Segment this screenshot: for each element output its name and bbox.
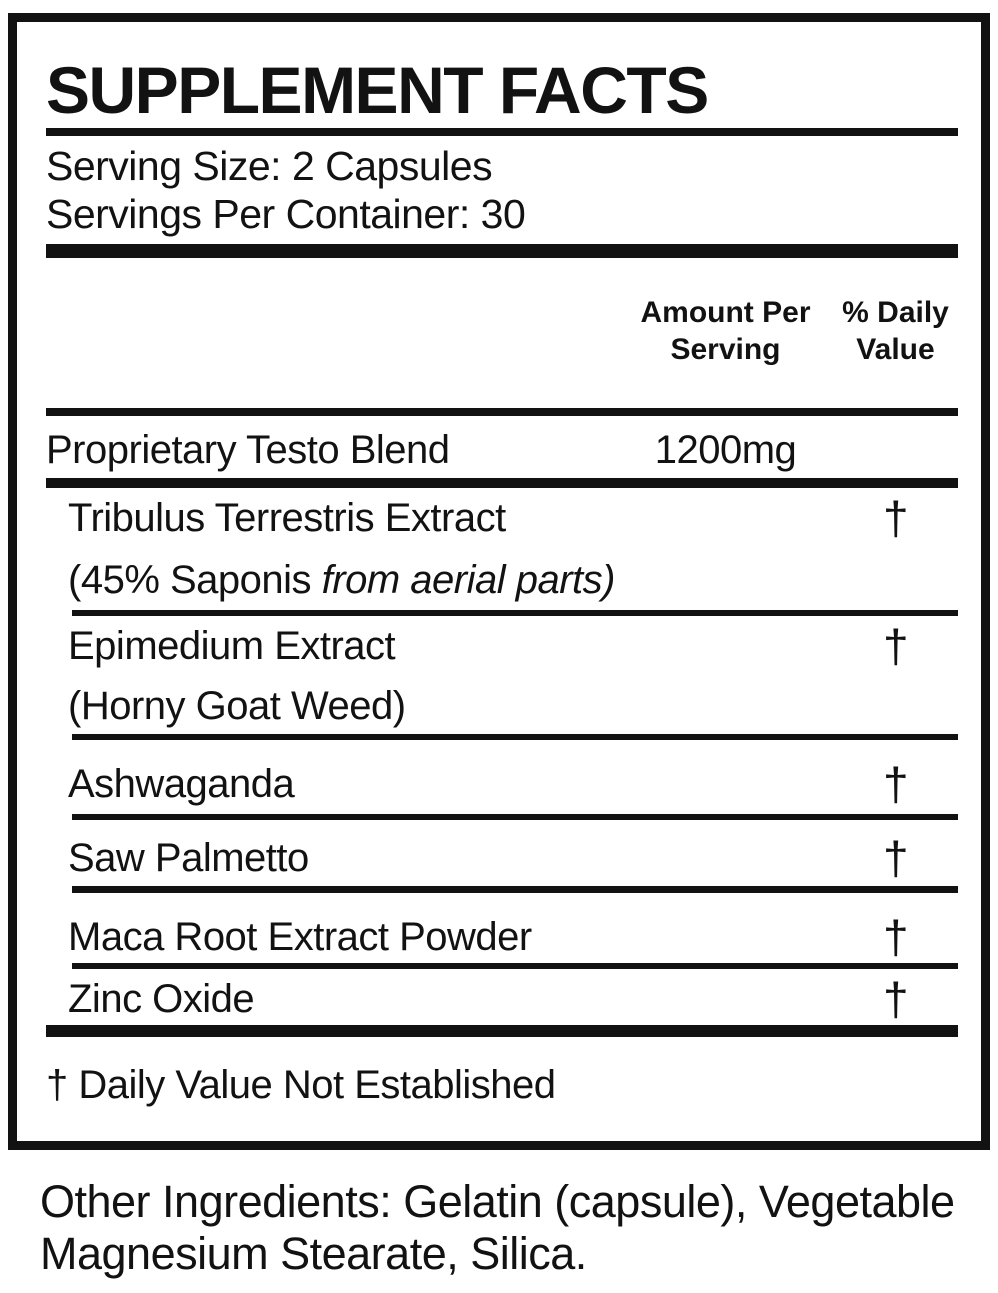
ingredient-row-tribulus: Tribulus Terrestris Extract (45% Saponis… (46, 488, 958, 610)
column-header-daily-value: % Daily Value (842, 296, 949, 366)
sub-divider (72, 963, 958, 969)
sub-divider (72, 886, 958, 893)
other-ingredients-line1: Other Ingredients: Gelatin (capsule), Ve… (40, 1176, 955, 1227)
blend-row: Proprietary Testo Blend 1200mg (46, 416, 958, 478)
ingredient-name: Tribulus Terrestris Extract (45% Saponis… (46, 496, 618, 602)
panel-title: SUPPLEMENT FACTS (46, 53, 709, 127)
daily-value-dagger: † (882, 620, 909, 672)
divider-above-blend (46, 408, 958, 416)
blend-amount: 1200mg (654, 428, 797, 472)
ingredient-detail-italic: from aerial parts) (321, 558, 616, 602)
sub-divider (72, 734, 958, 740)
ingredient-name-text: Tribulus Terrestris Extract (68, 496, 506, 540)
daily-value-dagger: † (882, 832, 909, 884)
ingredient-name: Epimedium Extract (Horny Goat Weed) (46, 624, 618, 728)
ingredient-detail: (45% Saponis from aerial parts) (68, 558, 616, 602)
ingredient-detail: (Horny Goat Weed) (68, 684, 406, 728)
sub-divider (72, 814, 958, 820)
ingredient-row-maca-root: Maca Root Extract Powder † (46, 893, 958, 963)
ingredient-row-zinc-oxide: Zinc Oxide † (46, 969, 958, 1025)
ingredient-row-epimedium: Epimedium Extract (Horny Goat Weed) † (46, 616, 958, 734)
divider-under-blend (46, 478, 958, 488)
ingredient-name-text: Epimedium Extract (68, 624, 396, 668)
column-header-amount: Amount Per Serving (640, 296, 811, 366)
serving-size-text: Serving Size: 2 Capsules (46, 143, 493, 189)
sub-divider (72, 610, 958, 616)
ingredient-name: Maca Root Extract Powder (68, 915, 532, 959)
divider-under-title (46, 128, 958, 136)
other-ingredients-line2: Magnesium Stearate, Silica. (40, 1228, 587, 1279)
ingredient-name: Saw Palmetto (68, 836, 309, 880)
daily-value-dagger: † (882, 911, 909, 963)
divider-under-serving (46, 244, 958, 258)
divider-above-footnote (46, 1025, 958, 1037)
supplement-facts-panel: SUPPLEMENT FACTS Serving Size: 2 Capsule… (8, 13, 990, 1150)
ingredient-name: Ashwaganda (68, 762, 295, 806)
ingredient-name: Zinc Oxide (68, 977, 255, 1021)
blend-name: Proprietary Testo Blend (46, 428, 450, 472)
daily-value-dagger: † (882, 492, 909, 544)
ingredient-row-ashwaganda: Ashwaganda † (46, 740, 958, 814)
daily-value-dagger: † (882, 758, 909, 810)
ingredient-row-saw-palmetto: Saw Palmetto † (46, 820, 958, 886)
servings-per-container-text: Servings Per Container: 30 (46, 191, 526, 237)
other-ingredients: Other Ingredients: Gelatin (capsule), Ve… (40, 1176, 998, 1280)
serving-info: Serving Size: 2 Capsules Servings Per Co… (46, 142, 958, 238)
daily-value-footnote: † Daily Value Not Established (46, 1063, 556, 1107)
daily-value-dagger: † (882, 973, 909, 1025)
column-header-row: Amount Per Serving % Daily Value (46, 258, 958, 408)
